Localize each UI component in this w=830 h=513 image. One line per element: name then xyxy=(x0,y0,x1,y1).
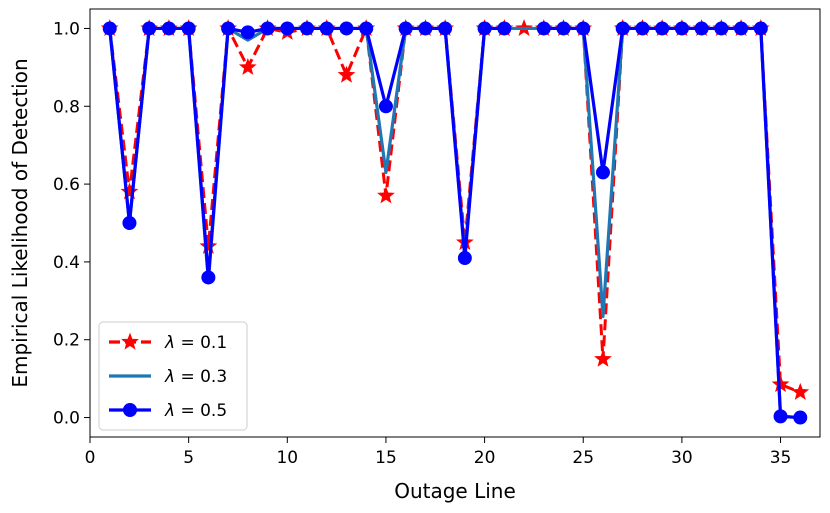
legend-marker-1 xyxy=(121,332,139,350)
series-3-point xyxy=(181,21,196,36)
series-3-point xyxy=(240,25,255,40)
legend-box xyxy=(98,321,248,431)
legend-marker-3 xyxy=(123,403,137,417)
series-3-point xyxy=(319,21,334,36)
series-1-point xyxy=(791,382,810,400)
series-3-point xyxy=(438,21,453,36)
series-3-point xyxy=(655,21,670,36)
x-axis-label: Outage Line xyxy=(394,479,516,503)
series-3-point xyxy=(280,21,295,36)
series-3-point xyxy=(714,21,729,36)
x-tick-label: 25 xyxy=(572,448,594,468)
series-3-point xyxy=(674,21,689,36)
legend-label-2: λ = 0.3 xyxy=(164,367,227,387)
legend-label-1: λ = 0.1 xyxy=(164,333,227,353)
series-3-point xyxy=(576,21,591,36)
series-3-point xyxy=(398,21,413,36)
series-1-point xyxy=(120,182,139,200)
x-tick-label: 15 xyxy=(375,448,397,468)
x-tick-label: 30 xyxy=(671,448,693,468)
y-tick-label: 0.0 xyxy=(53,409,80,429)
series-3-point xyxy=(615,21,630,36)
series-3-point xyxy=(300,21,315,36)
y-tick-label: 0.4 xyxy=(53,253,80,273)
x-tick-label: 35 xyxy=(770,448,792,468)
series-3-point xyxy=(378,99,393,114)
series-3-point xyxy=(793,410,808,425)
series-3-point xyxy=(142,21,157,36)
series-1-point xyxy=(594,349,612,367)
series-3-point xyxy=(122,216,137,230)
series-1-point xyxy=(337,65,356,83)
series-3-point xyxy=(457,251,472,266)
series-3-point xyxy=(497,21,512,36)
x-tick-label: 5 xyxy=(183,448,194,468)
x-tick-label: 20 xyxy=(474,448,496,468)
series-3-point xyxy=(201,270,216,285)
y-tick-label: 0.6 xyxy=(53,175,80,195)
series-3-point xyxy=(260,21,275,36)
series-3-point xyxy=(418,21,433,36)
series-3-point xyxy=(359,21,374,36)
series-3-point xyxy=(635,21,650,36)
x-tick-label: 10 xyxy=(276,448,298,468)
series-3-point xyxy=(536,21,551,36)
series-1-point xyxy=(199,237,218,254)
series-3-point xyxy=(773,409,788,424)
series-1-point xyxy=(238,58,257,75)
series-layer xyxy=(100,19,810,425)
series-3-point xyxy=(694,21,709,36)
series-3 xyxy=(102,21,808,425)
series-3-point xyxy=(339,21,354,36)
axes-layer: 0 5 10 15 20 25 30 35 0.0 0.2 0.4 0.6 0.8 1.0 xyxy=(53,8,821,468)
series-3-point xyxy=(102,21,117,36)
y-tick-label: 0.8 xyxy=(53,97,80,117)
series-3-point xyxy=(734,21,749,36)
x-tick-label: 0 xyxy=(85,448,96,468)
y-tick-label: 1.0 xyxy=(53,19,80,39)
series-3-point xyxy=(477,21,492,36)
y-tick-label: 0.2 xyxy=(53,331,80,351)
legend: λ = 0.1 λ = 0.3 λ = 0.5 xyxy=(98,321,248,431)
y-axis-label: Empirical Likelihood of Detection xyxy=(8,58,32,387)
plot-frame xyxy=(89,8,821,438)
series-3-point xyxy=(753,21,768,36)
legend-label-3: λ = 0.5 xyxy=(164,401,227,421)
series-3-point xyxy=(221,21,236,36)
series-1-point xyxy=(377,186,395,204)
series-3-point xyxy=(556,21,571,36)
series-3-point xyxy=(161,21,176,36)
series-3-point xyxy=(595,165,610,180)
